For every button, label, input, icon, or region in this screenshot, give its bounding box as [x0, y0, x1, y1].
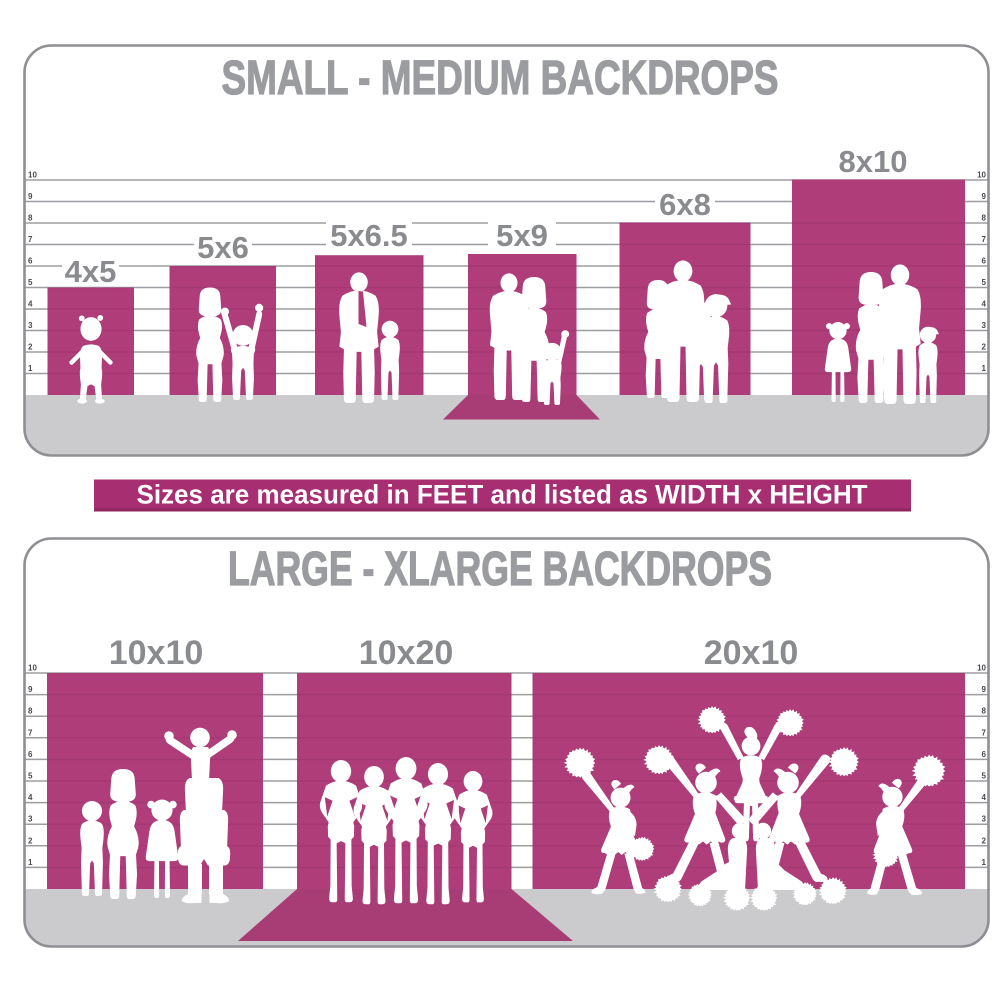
svg-text:5: 5 [28, 278, 33, 287]
svg-text:3: 3 [28, 321, 33, 330]
svg-text:9: 9 [28, 192, 33, 201]
svg-text:4: 4 [28, 300, 33, 309]
svg-text:10: 10 [28, 171, 37, 180]
svg-text:SMALL - MEDIUM BACKDROPS: SMALL - MEDIUM BACKDROPS [222, 52, 779, 105]
svg-text:8: 8 [28, 214, 33, 223]
svg-text:10x20: 10x20 [359, 634, 454, 672]
svg-text:10: 10 [28, 664, 37, 673]
svg-text:10x10: 10x10 [109, 634, 204, 672]
svg-text:5x6.5: 5x6.5 [330, 218, 408, 253]
svg-text:9: 9 [982, 192, 987, 201]
svg-text:LARGE - XLARGE BACKDROPS: LARGE - XLARGE BACKDROPS [228, 543, 772, 596]
svg-text:7: 7 [28, 235, 33, 244]
svg-text:4: 4 [982, 793, 987, 802]
svg-text:6x8: 6x8 [659, 187, 711, 222]
svg-text:1: 1 [982, 858, 987, 867]
svg-text:8: 8 [28, 707, 33, 716]
svg-text:4: 4 [982, 300, 987, 309]
svg-text:8: 8 [982, 214, 987, 223]
svg-text:6: 6 [982, 750, 987, 759]
svg-text:5x9: 5x9 [496, 218, 548, 253]
svg-text:2: 2 [28, 343, 33, 352]
svg-text:7: 7 [982, 728, 987, 737]
svg-text:1: 1 [982, 364, 987, 373]
svg-text:3: 3 [982, 815, 987, 824]
svg-text:2: 2 [28, 836, 33, 845]
svg-text:2: 2 [982, 343, 987, 352]
svg-text:3: 3 [982, 321, 987, 330]
svg-text:6: 6 [982, 257, 987, 266]
svg-text:5x6: 5x6 [197, 230, 249, 265]
svg-text:20x10: 20x10 [704, 634, 799, 672]
svg-text:5: 5 [28, 772, 33, 781]
svg-text:5: 5 [982, 278, 987, 287]
svg-text:8x10: 8x10 [839, 144, 908, 179]
svg-text:1: 1 [28, 364, 33, 373]
svg-text:10: 10 [977, 171, 986, 180]
svg-text:4: 4 [28, 793, 33, 802]
svg-text:4x5: 4x5 [65, 254, 117, 289]
svg-text:8: 8 [982, 707, 987, 716]
svg-text:1: 1 [28, 858, 33, 867]
svg-text:3: 3 [28, 815, 33, 824]
svg-text:5: 5 [982, 772, 987, 781]
svg-text:9: 9 [28, 685, 33, 694]
svg-text:Sizes are measured in FEET and: Sizes are measured in FEET and listed as… [137, 480, 868, 510]
svg-text:10: 10 [977, 664, 986, 673]
svg-text:7: 7 [982, 235, 987, 244]
svg-text:2: 2 [982, 836, 987, 845]
svg-text:6: 6 [28, 257, 33, 266]
svg-text:7: 7 [28, 728, 33, 737]
svg-text:9: 9 [982, 685, 987, 694]
svg-text:6: 6 [28, 750, 33, 759]
